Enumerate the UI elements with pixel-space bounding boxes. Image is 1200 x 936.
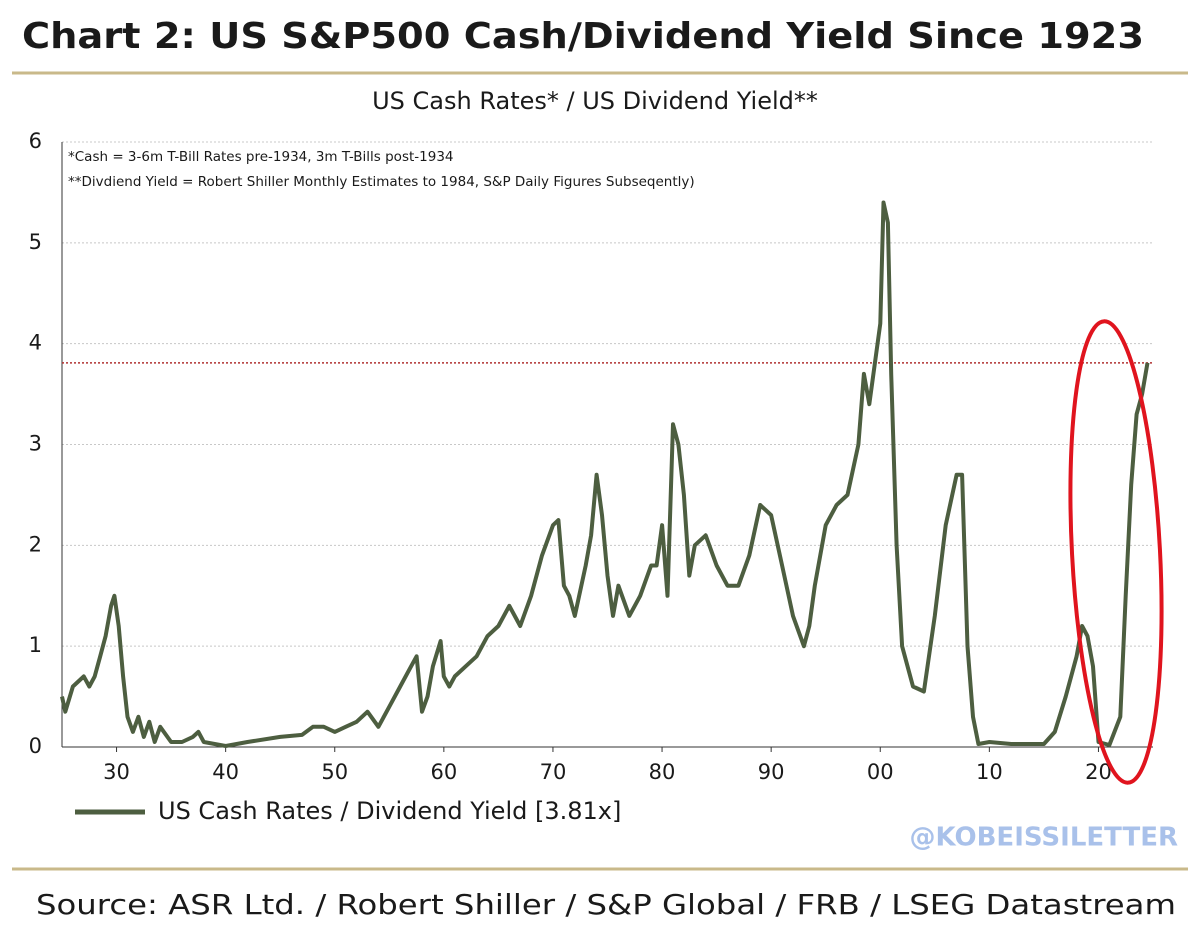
watermark: @KOBEISSILETTER	[910, 823, 1178, 853]
y-tick-label: 0	[29, 734, 42, 758]
chart-title: Chart 2: US S&P500 Cash/Dividend Yield S…	[22, 16, 1144, 57]
y-tick-label: 5	[29, 230, 42, 254]
x-tick-label: 80	[649, 760, 676, 784]
data-line	[60, 200, 1150, 748]
x-tick-label: 30	[103, 760, 130, 784]
y-tick-label: 6	[29, 129, 42, 153]
x-tick-label: 60	[430, 760, 457, 784]
annotation: *Cash = 3-6m T-Bill Rates pre-1934, 3m T…	[68, 149, 454, 165]
x-tick-label: 70	[540, 760, 567, 784]
y-tick-label: 4	[29, 331, 42, 355]
x-tick-label: 50	[321, 760, 348, 784]
chart-subtitle: US Cash Rates* / US Dividend Yield**	[372, 87, 818, 115]
y-tick-label: 1	[29, 633, 42, 657]
legend-label: US Cash Rates / Dividend Yield [3.81x]	[158, 797, 621, 825]
x-tick-label: 00	[867, 760, 894, 784]
x-tick-label: 40	[212, 760, 239, 784]
highlight-ellipse	[1068, 319, 1164, 785]
annotation: **Divdiend Yield = Robert Shiller Monthl…	[68, 174, 695, 190]
y-tick-label: 2	[29, 532, 42, 556]
x-tick-label: 10	[976, 760, 1003, 784]
y-tick-label: 3	[29, 432, 42, 456]
x-tick-label: 90	[758, 760, 785, 784]
source-note: Source: ASR Ltd. / Robert Shiller / S&P …	[36, 888, 1176, 921]
